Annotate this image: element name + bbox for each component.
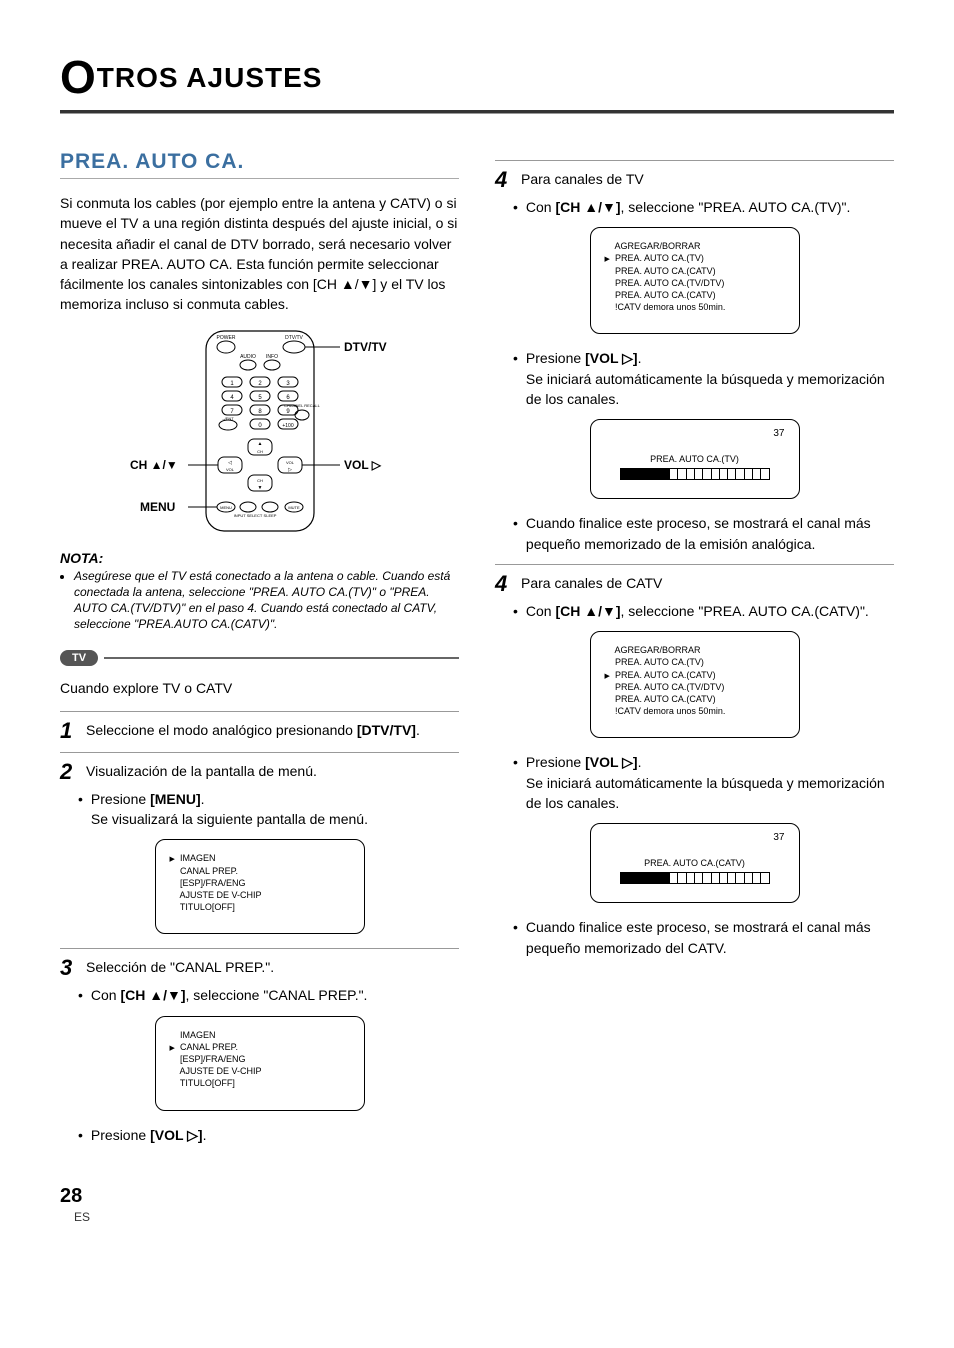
page-footer: 28 ES <box>60 1185 894 1226</box>
step-4-catv-bullet: • Con [CH ▲/▼], seleccione "PREA. AUTO C… <box>513 601 894 621</box>
left-column: PREA. AUTO CA. Si conmuta los cables (po… <box>60 150 459 1145</box>
svg-text:◁: ◁ <box>228 460 232 466</box>
callout-dtvtv: DTV/TV <box>344 340 387 354</box>
osd-menu-1: IMAGEN CANAL PREP. [ESP]/FRA/ENG AJUSTE … <box>155 839 365 934</box>
svg-text:1: 1 <box>230 381 234 387</box>
section-heading: PREA. AUTO CA. <box>60 150 459 179</box>
step-4-tv: 4 Para canales de TV <box>495 160 894 191</box>
step-3-body: Selección de "CANAL PREP.". <box>86 957 459 979</box>
svg-text:▷: ▷ <box>288 467 292 473</box>
svg-text:6: 6 <box>286 395 290 401</box>
step-2-body: Visualización de la pantalla de menú. <box>86 761 459 783</box>
right-column: 4 Para canales de TV • Con [CH ▲/▼], sel… <box>495 150 894 1145</box>
tv-done-bullet: • Cuando finalice este proceso, se mostr… <box>513 513 894 554</box>
title-rule <box>60 110 894 114</box>
press-vol-tv: • Presione [VOL ▷]. Se iniciará automáti… <box>513 348 894 409</box>
svg-text:MENU: MENU <box>220 505 232 510</box>
svg-text:▲: ▲ <box>257 441 262 447</box>
svg-text:MUTE: MUTE <box>288 505 300 510</box>
step-2-num: 2 <box>60 761 78 783</box>
step-1-num: 1 <box>60 720 78 742</box>
osd-progress-catv: 37PREA. AUTO CA.(CATV) <box>590 823 800 903</box>
nota-title: NOTA: <box>60 549 459 568</box>
callout-menu: MENU <box>140 500 175 514</box>
svg-text:INPUT SELECT: INPUT SELECT <box>233 513 262 518</box>
tv-pill: TV <box>60 650 98 666</box>
svg-text:4: 4 <box>230 395 234 401</box>
step-1: 1 Seleccione el modo analógico presionan… <box>60 711 459 742</box>
step-3: 3 Selección de "CANAL PREP.". <box>60 948 459 979</box>
svg-text:7: 7 <box>230 409 234 415</box>
osd-progress-tv: 37PREA. AUTO CA.(TV) <box>590 419 800 499</box>
svg-text:INFO: INFO <box>266 354 278 360</box>
title-big-letter: O <box>60 51 97 103</box>
svg-text:–/ENT: –/ENT <box>222 416 234 421</box>
dtvtv-small-label: DTV/TV <box>285 335 303 341</box>
svg-text:CH: CH <box>257 478 263 483</box>
step-4-tv-bullet: • Con [CH ▲/▼], seleccione "PREA. AUTO C… <box>513 197 894 217</box>
svg-text:0: 0 <box>258 423 262 429</box>
osd-tv-menu: AGREGAR/BORRAR PREA. AUTO CA.(TV) PREA. … <box>590 227 800 334</box>
callout-ch: CH ▲/▼ <box>130 458 178 472</box>
svg-text:3: 3 <box>286 381 290 387</box>
nota-text: Asegúrese que el TV está conectado a la … <box>74 568 459 633</box>
step-2: 2 Visualización de la pantalla de menú. <box>60 752 459 783</box>
callout-vol: VOL ▷ <box>344 458 382 472</box>
page-lang: ES <box>74 1210 90 1224</box>
title-rest: TROS AJUSTES <box>97 62 323 93</box>
osd-catv-menu: AGREGAR/BORRAR PREA. AUTO CA.(TV) PREA. … <box>590 631 800 738</box>
pill-line <box>104 657 459 659</box>
step-4-tv-body: Para canales de TV <box>521 169 894 191</box>
svg-text:▼: ▼ <box>257 485 262 491</box>
explore-line: Cuando explore TV o CATV <box>60 678 459 698</box>
svg-text:+100: +100 <box>282 423 293 429</box>
svg-text:CH: CH <box>257 449 263 454</box>
remote-svg: POWER DTV/TV DTV/TV AUDIO INFO 1 2 3 4 5 <box>110 327 410 537</box>
intro-paragraph: Si conmuta los cables (por ejemplo entre… <box>60 193 459 315</box>
step-1-body: Seleccione el modo analógico presionando… <box>86 720 459 742</box>
step-4-catv-body: Para canales de CATV <box>521 573 894 595</box>
step-3-num: 3 <box>60 957 78 979</box>
content-columns: PREA. AUTO CA. Si conmuta los cables (po… <box>60 150 894 1145</box>
step-4-tv-num: 4 <box>495 169 513 191</box>
svg-text:VOL: VOL <box>225 467 234 472</box>
nota-block: NOTA: Asegúrese que el TV está conectado… <box>60 549 459 633</box>
svg-text:VOL: VOL <box>285 460 294 465</box>
svg-text:9: 9 <box>286 409 290 415</box>
remote-illustration: POWER DTV/TV DTV/TV AUDIO INFO 1 2 3 4 5 <box>60 327 459 537</box>
page-number: 28 <box>60 1185 82 1207</box>
svg-text:SLEEP: SLEEP <box>263 513 276 518</box>
press-vol-bullet: • Presione [VOL ▷]. <box>78 1125 459 1145</box>
tv-pill-row: TV <box>60 650 459 666</box>
step-4-catv: 4 Para canales de CATV <box>495 564 894 595</box>
svg-text:8: 8 <box>258 409 262 415</box>
step-2-bullet: • Presione [MENU]. Se visualizará la sig… <box>78 789 459 830</box>
step-3-bullet: • Con [CH ▲/▼], seleccione "CANAL PREP."… <box>78 985 459 1005</box>
step-4-catv-num: 4 <box>495 573 513 595</box>
press-vol-catv: • Presione [VOL ▷]. Se iniciará automáti… <box>513 752 894 813</box>
catv-done-bullet: • Cuando finalice este proceso, se mostr… <box>513 917 894 958</box>
svg-text:CHANNEL RECALL: CHANNEL RECALL <box>284 403 320 408</box>
osd-menu-2: IMAGEN CANAL PREP. [ESP]/FRA/ENG AJUSTE … <box>155 1016 365 1111</box>
svg-text:5: 5 <box>258 395 262 401</box>
power-label: POWER <box>216 335 235 341</box>
svg-text:AUDIO: AUDIO <box>240 354 256 360</box>
svg-text:2: 2 <box>258 381 262 387</box>
page-title: OTROS AJUSTES <box>60 50 894 104</box>
